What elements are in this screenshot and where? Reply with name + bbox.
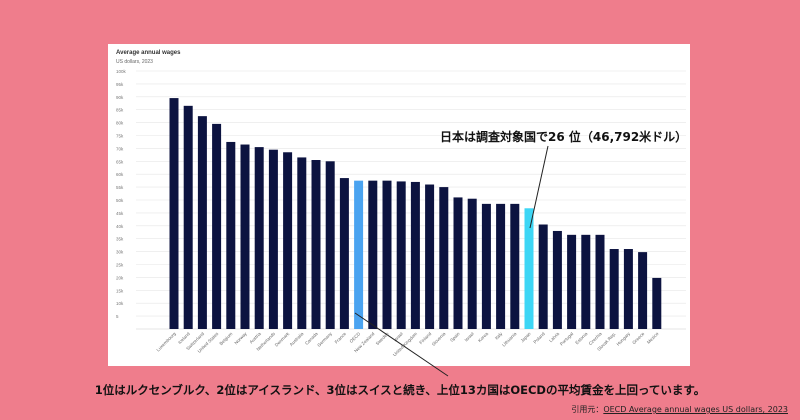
bar-norway [240,144,250,329]
bar-finland [425,184,435,329]
y-tick-label: 65k [116,159,124,164]
x-tick-label: Australia [289,331,305,347]
y-tick-label: 15k [116,288,124,293]
source-prefix: 引用元： [571,405,604,414]
bar-australia [297,157,307,329]
x-tick-label: Estonia [574,331,589,346]
bar-hungary [623,249,633,329]
bar-luxembourg [169,98,179,329]
x-tick-label: Norway [233,331,248,346]
y-tick-label: 85k [116,108,124,113]
x-tick-label: Luxembourg [155,331,177,353]
y-tick-label: 10k [116,301,124,306]
x-tick-label: Hungary [616,331,632,347]
chart-title: Average annual wages [116,50,181,56]
x-tick-label: Poland [532,331,546,345]
x-tick-label: Japan [519,331,532,344]
y-tick-label: 30k [116,250,124,255]
y-tick-label: 55k [116,185,124,190]
x-tick-label: Germany [316,331,333,348]
x-tick-label: France [334,331,348,345]
y-tick-label: 95k [116,82,124,87]
y-tick-label: 50k [116,198,124,203]
bar-latvia [552,230,562,329]
y-tick-label: 5 [116,314,119,319]
x-tick-label: Belgium [218,331,233,346]
bar-austria [254,147,264,329]
y-tick-label: 60k [116,172,124,177]
x-tick-label: Korea [477,331,489,343]
chart-subtitle: US dollars, 2023 [116,59,153,65]
x-tick-label: Denmark [274,331,291,348]
bar-denmark [283,152,293,329]
y-tick-label: 90k [116,95,124,100]
source-link[interactable]: OECD Average annual wages US dollars, 20… [603,405,788,414]
y-tick-label: 45k [116,211,124,216]
y-tick-label: 20k [116,275,124,280]
bar-portugal [567,234,577,329]
x-tick-label: Israel [464,331,475,342]
x-tick-label: Lithuania [501,331,518,348]
bar-united-states [212,123,222,329]
bar-france [339,178,349,329]
x-tick-label: Latvia [548,331,560,343]
bar-iceland [183,105,193,329]
bar-italy [496,203,506,329]
x-tick-label: Greece [631,331,645,345]
y-tick-label: 100k [116,69,127,74]
bar-israel [467,198,477,329]
y-tick-label: 25k [116,263,124,268]
bar-japan [524,208,534,329]
chart-panel: Average annual wages US dollars, 2023 5 1… [108,44,690,366]
x-tick-label: Spain [449,331,461,343]
bar-belgium [226,141,236,329]
x-tick-label: Sweden [375,331,390,346]
bar-slovenia [439,187,449,329]
x-tick-label: Israel [393,331,404,342]
x-tick-label: Mexico [646,331,660,345]
bar-new-zealand [368,180,378,329]
x-tick-label: Italy [494,331,504,341]
y-tick-label: 80k [116,121,124,126]
bar-israel [396,181,406,329]
japan-annotation: 日本は調査対象国で26 位（46,792米ドル） [440,130,688,144]
bar-spain [453,197,463,329]
y-tick-label: 70k [116,146,124,151]
x-tick-label: Slovenia [431,331,447,347]
bar-korea [481,203,491,329]
bar-switzerland [197,116,207,330]
bar-germany [325,161,335,329]
bar-czechia [595,234,605,329]
bar-sweden [382,180,392,329]
y-tick-label: 35k [116,237,124,242]
bar-slovak-rep [609,249,619,329]
bar-united-kingdom [410,181,420,329]
bar-netherlands [268,149,278,329]
x-tick-label: Portugal [559,331,574,346]
y-tick-label: 40k [116,224,124,229]
bar-canada [311,160,321,329]
bar-estonia [581,234,591,329]
bar-mexico [652,277,662,329]
y-tick-label: 75k [116,134,124,139]
bar-oecd [354,180,364,329]
bar-chart: 5 10k 15k 20k 25k 30k 35k 40k 45k 50k 55k 60k 65k 70k… [116,69,686,357]
bar-greece [638,252,648,329]
bar-poland [538,224,548,329]
source-citation: 引用元：OECD Average annual wages US dollars… [571,404,788,415]
bar-lithuania [510,203,520,329]
caption: 1位はルクセンブルク、2位はアイスランド、3位はスイスと続き、上位13カ国はOE… [94,383,706,397]
